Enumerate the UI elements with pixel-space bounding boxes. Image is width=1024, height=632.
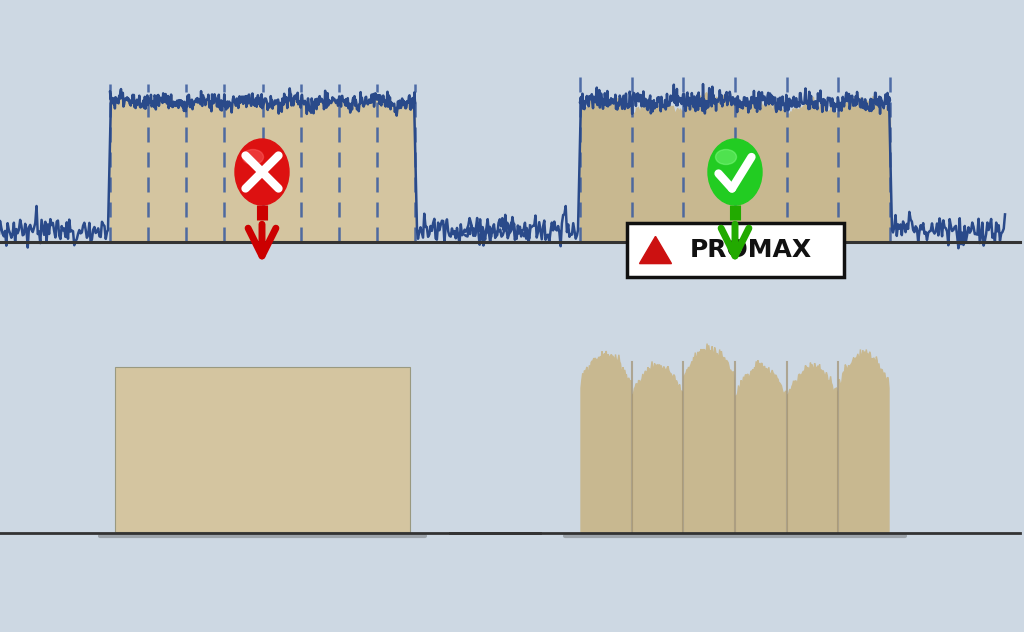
- Polygon shape: [640, 236, 672, 264]
- Bar: [115, 367, 410, 532]
- Text: PROMAX: PROMAX: [689, 238, 812, 262]
- Polygon shape: [787, 363, 838, 532]
- Polygon shape: [581, 351, 631, 532]
- Polygon shape: [633, 362, 682, 532]
- Polygon shape: [684, 344, 734, 532]
- Ellipse shape: [243, 150, 263, 164]
- Ellipse shape: [234, 139, 289, 205]
- Polygon shape: [840, 349, 889, 532]
- Ellipse shape: [708, 139, 762, 205]
- Ellipse shape: [716, 150, 736, 164]
- Polygon shape: [736, 360, 785, 532]
- FancyBboxPatch shape: [627, 223, 844, 277]
